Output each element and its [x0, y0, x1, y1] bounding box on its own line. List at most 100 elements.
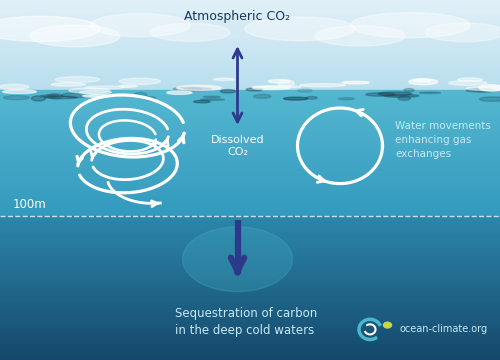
- Bar: [0, 257, 500, 259]
- Text: ocean-climate.org: ocean-climate.org: [400, 324, 488, 334]
- Ellipse shape: [150, 23, 230, 41]
- Bar: [0, 206, 500, 208]
- Bar: [0, 36, 500, 38]
- Bar: [0, 126, 500, 128]
- Bar: [0, 115, 500, 117]
- Bar: [0, 2, 500, 4]
- Text: Dissolved
CO₂: Dissolved CO₂: [210, 135, 264, 157]
- Bar: [0, 317, 500, 319]
- Bar: [0, 96, 500, 98]
- Ellipse shape: [398, 96, 410, 100]
- Ellipse shape: [338, 98, 354, 100]
- Bar: [0, 223, 500, 225]
- Ellipse shape: [252, 86, 301, 88]
- Bar: [0, 74, 500, 76]
- Bar: [0, 259, 500, 261]
- Ellipse shape: [378, 92, 412, 96]
- Bar: [0, 319, 500, 320]
- Bar: [0, 0, 500, 2]
- Bar: [0, 50, 500, 52]
- Bar: [0, 353, 500, 355]
- Ellipse shape: [0, 16, 100, 41]
- Ellipse shape: [45, 94, 60, 98]
- Bar: [0, 111, 500, 113]
- Bar: [0, 120, 500, 122]
- Ellipse shape: [41, 95, 59, 97]
- Ellipse shape: [409, 79, 438, 85]
- Bar: [0, 250, 500, 252]
- Bar: [0, 186, 500, 189]
- Bar: [0, 22, 500, 23]
- Bar: [0, 77, 500, 79]
- Bar: [0, 210, 500, 212]
- Bar: [0, 248, 500, 250]
- Bar: [0, 94, 500, 96]
- Ellipse shape: [69, 88, 110, 93]
- Bar: [0, 81, 500, 83]
- Bar: [0, 67, 500, 68]
- Bar: [0, 254, 500, 256]
- Bar: [0, 4, 500, 5]
- Bar: [0, 201, 500, 203]
- Bar: [0, 38, 500, 40]
- Bar: [0, 98, 500, 100]
- Bar: [0, 306, 500, 308]
- Bar: [0, 20, 500, 22]
- Bar: [0, 157, 500, 159]
- Bar: [0, 193, 500, 195]
- Bar: [0, 153, 500, 155]
- Ellipse shape: [119, 78, 160, 85]
- Bar: [0, 105, 500, 107]
- Ellipse shape: [80, 90, 112, 94]
- Bar: [0, 155, 500, 157]
- Bar: [0, 170, 500, 172]
- Bar: [0, 88, 500, 90]
- Bar: [0, 241, 500, 243]
- Bar: [0, 320, 500, 322]
- Bar: [0, 275, 500, 277]
- Bar: [0, 25, 500, 27]
- Bar: [0, 107, 500, 109]
- Bar: [0, 52, 500, 54]
- Bar: [0, 232, 500, 234]
- Bar: [0, 297, 500, 299]
- Bar: [0, 140, 500, 143]
- Bar: [0, 31, 500, 32]
- Ellipse shape: [182, 227, 292, 292]
- Ellipse shape: [384, 94, 419, 97]
- Bar: [0, 261, 500, 263]
- Ellipse shape: [246, 88, 262, 91]
- Ellipse shape: [62, 93, 89, 98]
- Bar: [0, 90, 500, 92]
- Ellipse shape: [254, 94, 271, 98]
- Bar: [0, 324, 500, 326]
- Bar: [0, 338, 500, 340]
- Bar: [0, 301, 500, 302]
- Bar: [0, 238, 500, 239]
- Bar: [0, 45, 500, 47]
- Bar: [0, 277, 500, 279]
- Bar: [0, 14, 500, 16]
- Ellipse shape: [220, 90, 236, 93]
- Bar: [0, 147, 500, 149]
- Ellipse shape: [4, 95, 30, 100]
- Bar: [0, 109, 500, 111]
- Bar: [0, 335, 500, 337]
- Bar: [0, 83, 500, 85]
- Bar: [0, 9, 500, 11]
- Ellipse shape: [300, 84, 345, 87]
- Bar: [0, 100, 500, 103]
- Bar: [0, 184, 500, 186]
- Bar: [0, 145, 500, 147]
- Bar: [0, 279, 500, 281]
- Ellipse shape: [278, 80, 294, 87]
- Bar: [0, 136, 500, 138]
- Ellipse shape: [51, 83, 86, 86]
- Bar: [0, 220, 500, 221]
- Ellipse shape: [478, 90, 492, 92]
- Bar: [0, 159, 500, 161]
- Bar: [0, 166, 500, 168]
- Bar: [0, 86, 500, 88]
- Ellipse shape: [85, 86, 124, 89]
- Bar: [0, 92, 500, 94]
